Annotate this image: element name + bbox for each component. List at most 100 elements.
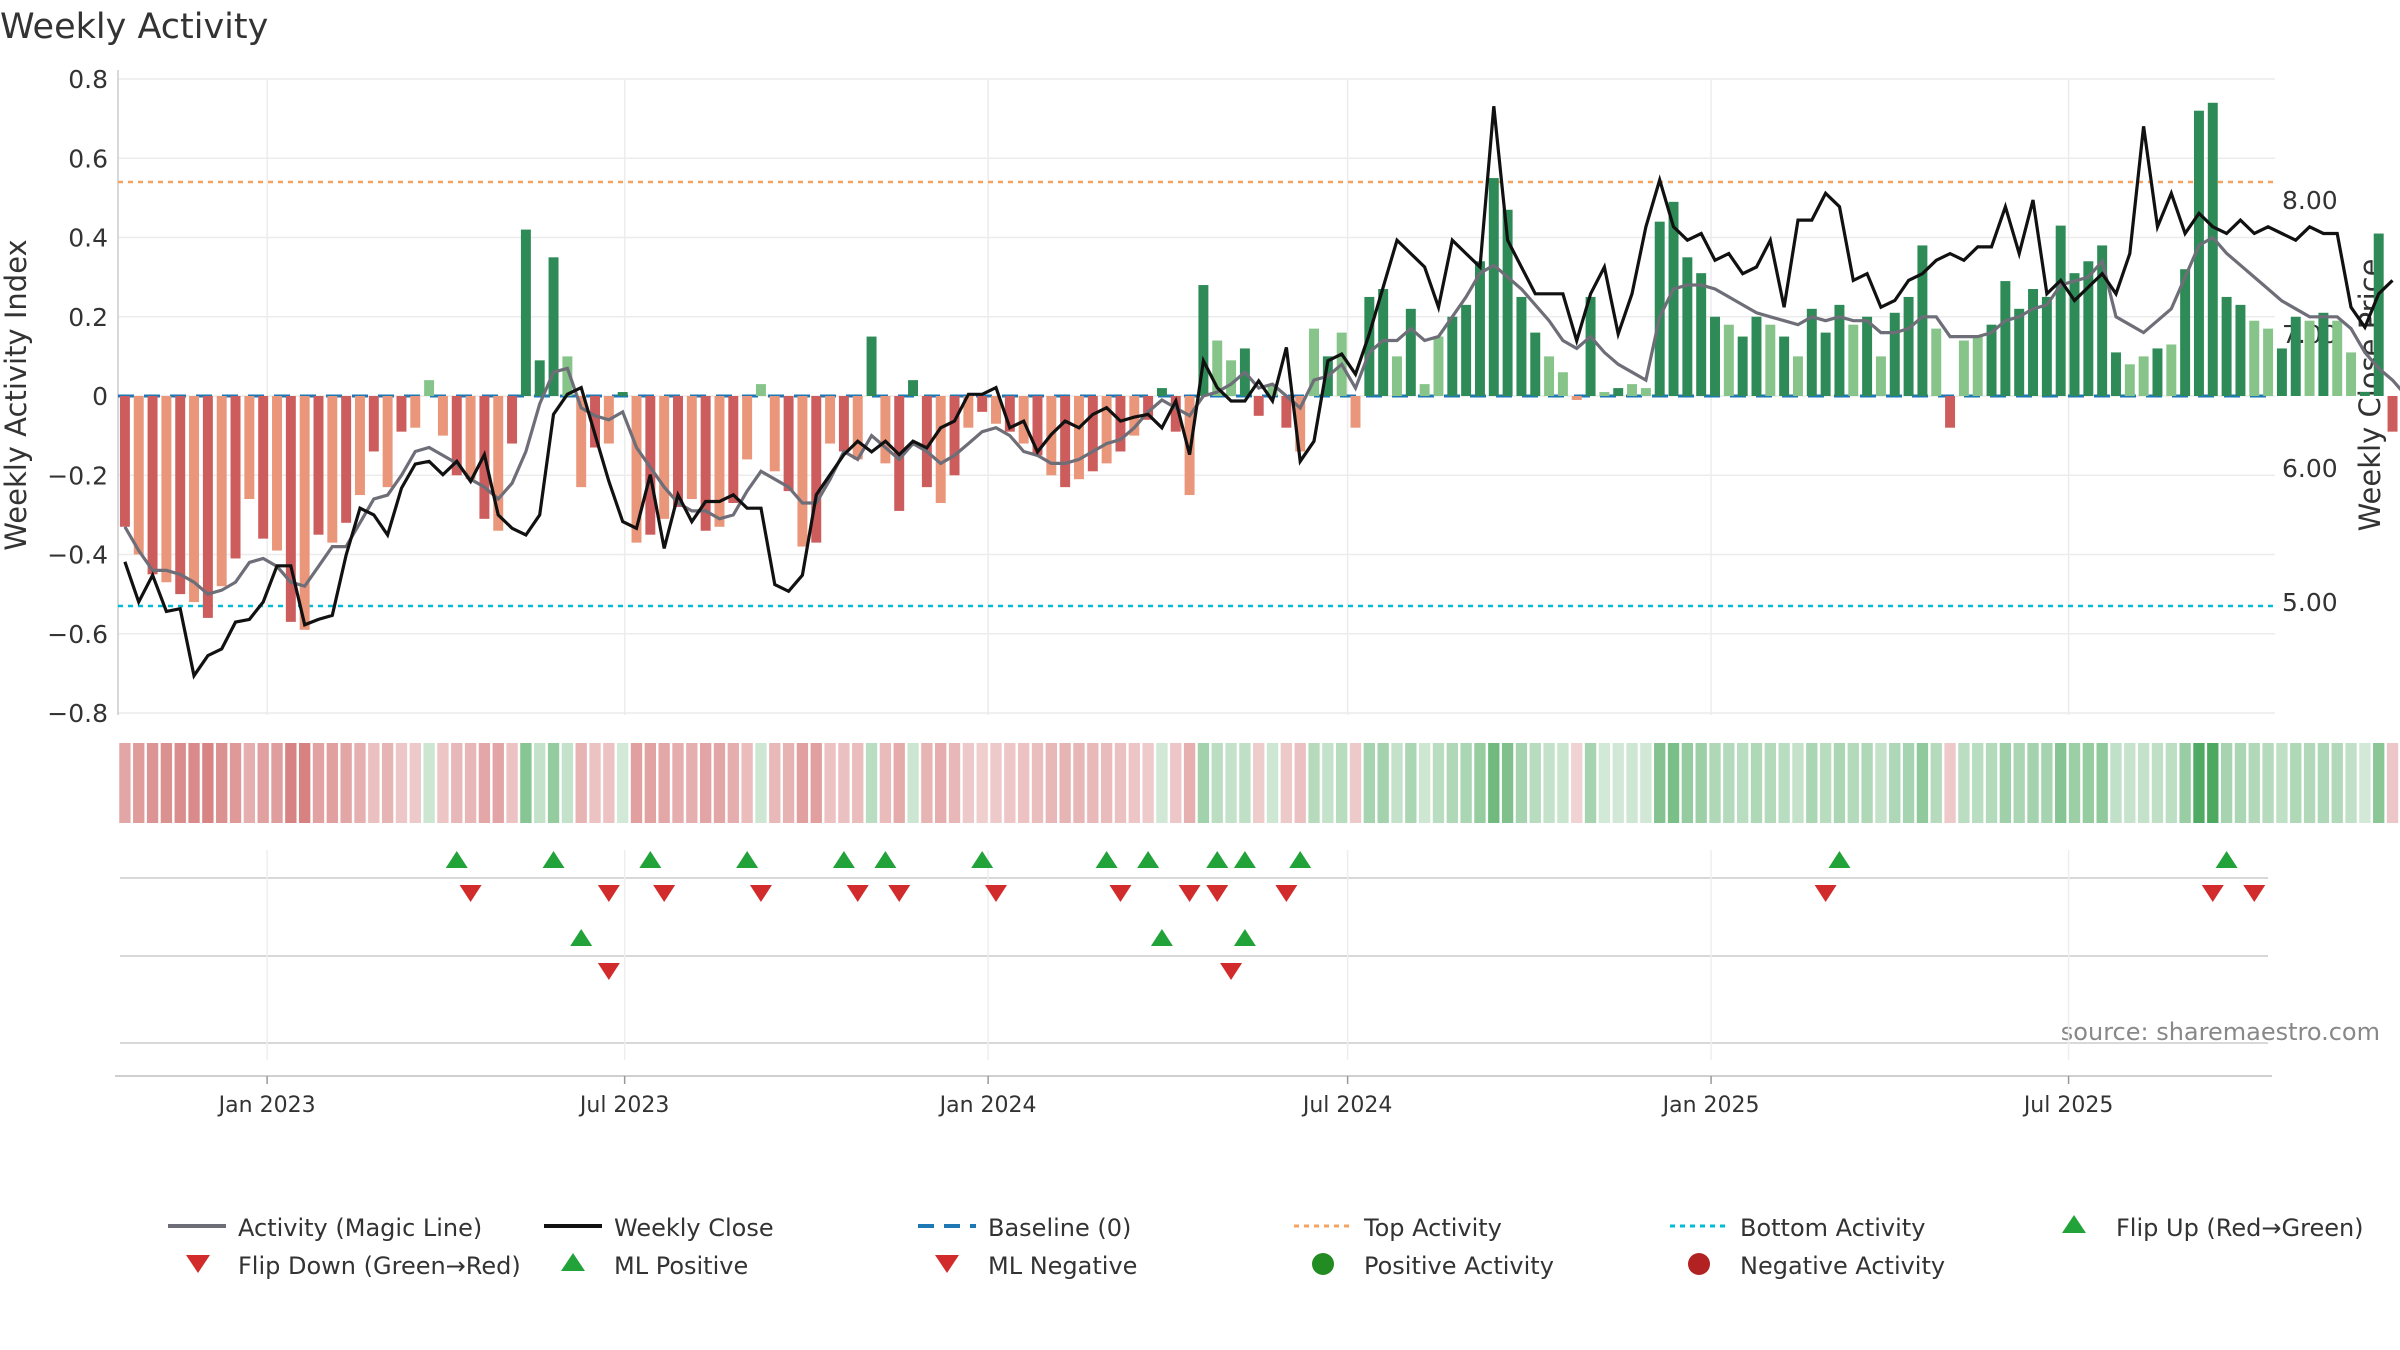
activity-strip-cell [1557,743,1569,823]
magic-line [123,235,2400,596]
activity-strip-cell [1889,743,1901,823]
activity-bar [631,396,642,543]
activity-bar [1433,336,1444,396]
activity-bar [1792,356,1803,396]
flip-up-marker [542,851,565,868]
activity-bar [1682,257,1693,396]
activity-strip-cell [672,743,684,823]
activity-strip-cell [907,743,919,823]
activity-bar [548,257,559,396]
y-tick-label: −0.6 [47,620,108,649]
activity-strip-cell [575,743,587,823]
ml-positive-marker [1233,929,1256,946]
flip-up-marker [736,851,759,868]
flip-up-marker [1289,851,1312,868]
activity-strip-cell [340,743,352,823]
activity-strip-cell [2096,743,2108,823]
legend-magic-line-label: Activity (Magic Line) [238,1214,482,1242]
activity-strip-cell [1239,743,1251,823]
activity-bar [2180,269,2191,396]
activity-strip-cell [1930,743,1942,823]
activity-bar [991,396,1001,424]
x-tick-label: Jul 2025 [2022,1093,2114,1118]
activity-strip-cell [1861,743,1873,823]
activity-strip-cell [1280,743,1293,823]
reference-lines [118,180,2275,608]
activity-strip-cell [561,743,574,823]
ml-positive-marker [570,929,593,946]
x-tick-label: Jul 2024 [1301,1093,1393,1118]
activity-bar [2235,304,2246,396]
activity-bar [590,396,601,448]
activity-strip-cell [1972,743,1984,823]
legend-negative-activity: Negative Activity [1688,1252,1945,1280]
activity-bar [2276,348,2287,396]
y-tick-label: 0.8 [68,65,108,94]
activity-bar [1737,336,1748,396]
legend-bottom-activity-label: Bottom Activity [1740,1214,1925,1242]
activity-strip-cell [464,743,477,823]
activity-bar [161,396,172,583]
activity-strip-cell [1875,743,1887,823]
activity-bar [299,396,310,630]
activity-strip-cell [2359,743,2371,823]
activity-bar [258,396,269,539]
activity-bar [2069,273,2080,396]
activity-strip-cell [1225,743,1237,823]
legend-flip-down: Flip Down (Green→Red) [186,1252,521,1280]
activity-strip-cell [271,743,283,823]
activity-strip-cell [990,743,1002,823]
activity-strip-cell [1391,743,1403,823]
activity-strip-cell [2331,743,2343,823]
activity-strip-cell [326,743,338,823]
flip-up-marker [445,851,468,868]
activity-bar [437,396,448,436]
activity-strip-cell [603,743,615,823]
activity-strip-cell [2124,743,2136,823]
activity-bar [1073,396,1084,480]
activity-bar [2221,296,2232,396]
activity-bar [755,384,766,396]
activity-strip-cell [755,743,767,823]
activity-strip-cell [1833,743,1846,823]
activity-bar [576,396,587,488]
flip-up-marker [1206,851,1229,868]
activity-bar [285,396,296,622]
activity-strip-cell [2220,743,2233,823]
y-tick-label: 0.6 [68,144,108,173]
activity-strip-cell [2234,743,2247,823]
activity-strip-cell [354,743,366,823]
activity-strip-cell [976,743,988,823]
y-tick-label: −0.8 [47,699,108,728]
y-tick-label: −0.4 [47,541,108,570]
activity-bar [1889,312,1900,396]
activity-bar [1806,308,1817,396]
activity-strip-cell [893,743,905,823]
activity-bar [1364,296,1375,396]
activity-strip-cell [1778,743,1790,823]
activity-strip-cell [824,743,836,823]
activity-bar [1765,324,1776,396]
activity-strip-cell [2165,743,2177,823]
activity-bar [1295,396,1306,452]
activity-strip-cell [1764,743,1776,823]
flip-down-marker [1206,885,1229,902]
activity-strip-cell [1902,743,1915,823]
y2-tick-label: 5.00 [2282,588,2338,617]
y-tick-label: −0.2 [47,461,108,490]
source-text: source: sharemaestro.com [2061,1018,2380,1046]
activity-strip-cell [1515,743,1528,823]
flip-up-marker [639,851,662,868]
activity-bar [1848,324,1859,396]
activity-bar [1627,384,1638,396]
activity-strip-cell [506,743,518,823]
ml-negative-marker [597,963,620,980]
activity-bar [2359,392,2370,396]
flip-down-marker [749,885,772,902]
activity-bar [1226,360,1237,396]
activity-strip-cell [1059,743,1071,823]
activity-strip-cell [1681,743,1694,823]
activity-bar [534,360,545,396]
activity-bar [1875,356,1886,396]
activity-bar [1281,396,1292,428]
